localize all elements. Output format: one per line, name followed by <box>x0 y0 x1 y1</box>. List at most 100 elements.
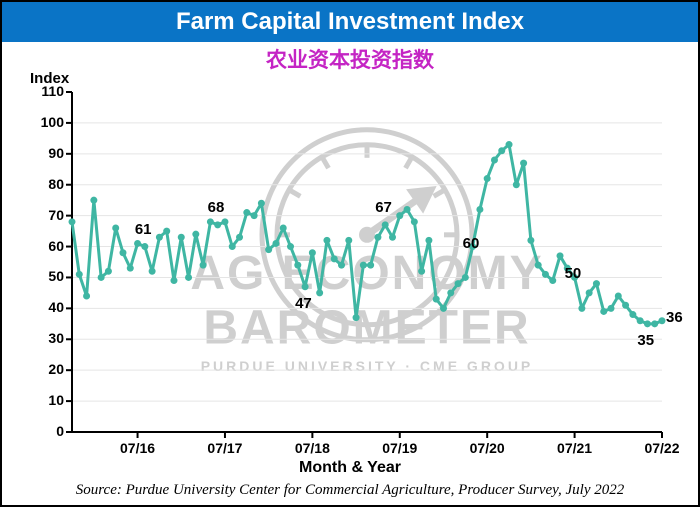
data-marker <box>69 218 76 225</box>
data-marker <box>447 289 454 296</box>
xtick-label: 07/20 <box>457 440 517 456</box>
ytick-label: 20 <box>24 361 64 377</box>
data-marker <box>163 228 170 235</box>
data-marker <box>374 234 381 241</box>
data-annotation: 61 <box>135 221 152 238</box>
xtick-label: 07/17 <box>195 440 255 456</box>
data-marker <box>542 271 549 278</box>
data-annotation: 60 <box>463 235 480 252</box>
data-marker <box>382 221 389 228</box>
xtick-label: 07/22 <box>632 440 692 456</box>
ytick-label: 100 <box>24 114 64 130</box>
xtick-label: 07/16 <box>108 440 168 456</box>
data-marker <box>389 234 396 241</box>
data-marker <box>112 225 119 232</box>
data-marker <box>484 175 491 182</box>
data-marker <box>90 197 97 204</box>
data-marker <box>462 274 469 281</box>
data-annotation: 68 <box>208 199 225 216</box>
data-marker <box>127 265 134 272</box>
data-marker <box>236 234 243 241</box>
data-marker <box>83 293 90 300</box>
data-marker <box>192 231 199 238</box>
data-marker <box>149 268 156 275</box>
data-annotation: 47 <box>295 295 312 312</box>
data-marker <box>258 200 265 207</box>
plot-area: AG ECONOMYBAROMETER PURDUE UNIVERSITY · C… <box>72 92 662 432</box>
data-marker <box>659 317 666 324</box>
data-marker <box>141 243 148 250</box>
data-marker <box>251 212 258 219</box>
ytick-label: 50 <box>24 268 64 284</box>
data-marker <box>302 283 309 290</box>
data-marker <box>557 252 564 259</box>
data-marker <box>549 277 556 284</box>
data-marker <box>476 206 483 213</box>
ytick-label: 80 <box>24 176 64 192</box>
x-axis-label: Month & Year <box>2 459 698 477</box>
data-marker <box>498 147 505 154</box>
ytick-label: 10 <box>24 392 64 408</box>
data-marker <box>535 262 542 269</box>
chart-svg: AG ECONOMYBAROMETER PURDUE UNIVERSITY · C… <box>72 92 662 432</box>
ytick-label: 0 <box>24 423 64 439</box>
data-marker <box>316 289 323 296</box>
data-marker <box>455 280 462 287</box>
data-marker <box>506 141 513 148</box>
data-marker <box>593 280 600 287</box>
watermark-small-text: PURDUE UNIVERSITY · CME GROUP <box>201 358 534 374</box>
source-text: Source: Purdue University Center for Com… <box>2 482 698 499</box>
data-marker <box>119 249 126 256</box>
data-marker <box>134 240 141 247</box>
data-marker <box>651 320 658 327</box>
data-marker <box>622 302 629 309</box>
xtick-label: 07/21 <box>545 440 605 456</box>
data-marker <box>243 209 250 216</box>
data-marker <box>367 262 374 269</box>
watermark-bot-text: BAROMETER <box>203 302 530 355</box>
data-annotation: 36 <box>666 309 683 326</box>
xtick-label: 07/19 <box>370 440 430 456</box>
ytick-label: 30 <box>24 330 64 346</box>
data-marker <box>185 274 192 281</box>
ytick-label: 90 <box>24 145 64 161</box>
data-marker <box>425 237 432 244</box>
data-marker <box>272 240 279 247</box>
data-marker <box>600 308 607 315</box>
data-marker <box>309 249 316 256</box>
data-marker <box>287 243 294 250</box>
subtitle-text: 农业资本投资指数 <box>2 44 698 74</box>
data-annotation: 67 <box>375 199 392 216</box>
data-annotation: 35 <box>637 332 654 349</box>
ytick-label: 40 <box>24 299 64 315</box>
data-marker <box>527 237 534 244</box>
data-marker <box>207 218 214 225</box>
data-marker <box>513 181 520 188</box>
data-marker <box>433 296 440 303</box>
data-marker <box>221 218 228 225</box>
watermark-top-text: AG ECONOMY <box>190 247 543 300</box>
data-marker <box>360 262 367 269</box>
data-marker <box>345 237 352 244</box>
data-marker <box>200 262 207 269</box>
title-bar: Farm Capital Investment Index <box>2 2 698 42</box>
data-marker <box>338 262 345 269</box>
data-marker <box>265 246 272 253</box>
ytick-label: 70 <box>24 207 64 223</box>
data-marker <box>491 157 498 164</box>
ytick-label: 110 <box>24 83 64 99</box>
data-marker <box>156 234 163 241</box>
data-marker <box>440 305 447 312</box>
data-marker <box>586 289 593 296</box>
data-marker <box>418 268 425 275</box>
data-marker <box>170 277 177 284</box>
data-marker <box>178 234 185 241</box>
data-marker <box>520 160 527 167</box>
data-marker <box>353 314 360 321</box>
data-marker <box>629 311 636 318</box>
data-marker <box>608 305 615 312</box>
data-marker <box>644 320 651 327</box>
data-marker <box>331 255 338 262</box>
data-marker <box>637 317 644 324</box>
data-marker <box>98 274 105 281</box>
